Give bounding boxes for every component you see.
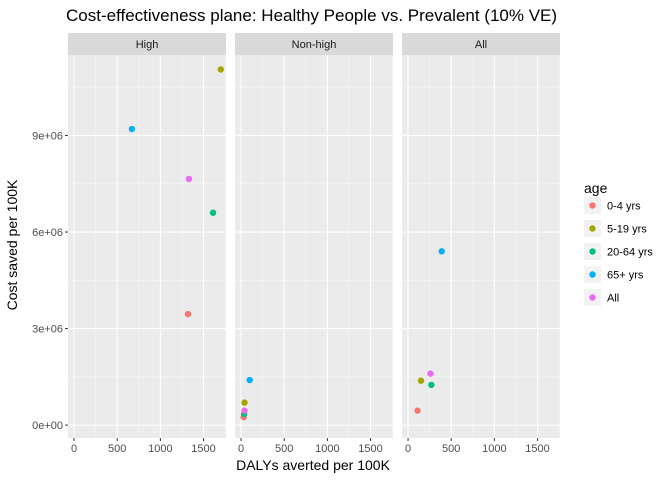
facet-panel-all: All 0 500 1000 1500	[402, 33, 560, 455]
data-point-5-19-yrs	[417, 377, 425, 384]
legend-title: age	[584, 180, 608, 196]
data-point-0-4-yrs	[414, 407, 421, 414]
x-tick-label: 0	[405, 443, 411, 455]
data-point-all	[185, 175, 193, 183]
legend-key-point	[589, 202, 596, 209]
data-point-all	[241, 407, 248, 414]
legend-entry-0-4-yrs: 0-4 yrs	[584, 197, 641, 214]
y-tick-label: 9e+06	[32, 130, 63, 142]
legend-label: 0-4 yrs	[607, 201, 641, 213]
facet-strip	[402, 33, 560, 55]
facet-panel-high: High 0 500 1000 1500	[68, 33, 226, 455]
facet-panel-non-high: Non-high 0 500 1000 1500	[235, 33, 393, 455]
legend-key-point	[589, 294, 596, 301]
x-tick-label: 0	[71, 443, 77, 455]
x-tick-label: 500	[442, 443, 460, 455]
facet-strip-label: High	[136, 39, 159, 51]
legend-label: 65+ yrs	[607, 270, 644, 282]
data-point-20-64-yrs	[209, 209, 217, 216]
x-tick-label: 1500	[358, 443, 382, 455]
x-tick-label: 1500	[525, 443, 549, 455]
panel-background	[235, 55, 393, 438]
legend-entry-65-yrs: 65+ yrs	[584, 266, 644, 283]
data-point-5-19-yrs	[217, 66, 225, 73]
legend-label: 20-64 yrs	[607, 247, 653, 259]
x-tick-label: 500	[275, 443, 293, 455]
legend-label: 5-19 yrs	[607, 224, 647, 236]
panel-background	[402, 55, 560, 438]
y-tick-label: 0e+00	[32, 420, 63, 432]
y-tick-label: 6e+06	[32, 227, 63, 239]
legend: age 0-4 yrs 5-19 yrs 20-64 yrs 65+ yrs All	[584, 180, 653, 306]
legend-entry-20-64-yrs: 20-64 yrs	[584, 243, 653, 260]
x-tick-label: 1500	[191, 443, 215, 455]
legend-label: All	[607, 293, 619, 305]
legend-entry-5-19-yrs: 5-19 yrs	[584, 220, 647, 237]
chart-title: Cost-effectiveness plane: Healthy People…	[66, 6, 557, 25]
data-point-20-64-yrs	[428, 381, 435, 389]
data-point-65-yrs	[128, 125, 136, 133]
legend-key-point	[589, 225, 596, 232]
x-tick-label: 1000	[315, 443, 339, 455]
legend-key-point	[589, 248, 596, 255]
panel-background	[68, 55, 226, 438]
x-tick-label: 0	[238, 443, 244, 455]
data-point-65-yrs	[246, 376, 253, 384]
facet-strip-label: All	[475, 39, 487, 51]
data-point-all	[427, 370, 434, 377]
y-axis-title: Cost saved per 100K	[4, 179, 20, 310]
facet-strip	[68, 33, 226, 55]
x-tick-label: 1000	[482, 443, 506, 455]
y-axis: 0e+00 3e+06 6e+06 9e+06	[32, 130, 68, 432]
facet-strip	[235, 33, 393, 55]
data-point-0-4-yrs	[184, 310, 192, 318]
x-tick-label: 1000	[148, 443, 172, 455]
legend-key-point	[589, 271, 596, 278]
x-tick-label: 500	[108, 443, 126, 455]
facet-panels: High 0 500 1000 1500 Non-high 0 500 1000 1500 All 0…	[68, 33, 560, 455]
legend-entry-all: All	[584, 289, 619, 306]
x-axis-title: DALYs averted per 100K	[236, 457, 390, 473]
facet-strip-label: Non-high	[292, 39, 337, 51]
data-point-5-19-yrs	[241, 399, 248, 406]
y-tick-label: 3e+06	[32, 324, 63, 336]
data-point-65-yrs	[438, 248, 445, 255]
